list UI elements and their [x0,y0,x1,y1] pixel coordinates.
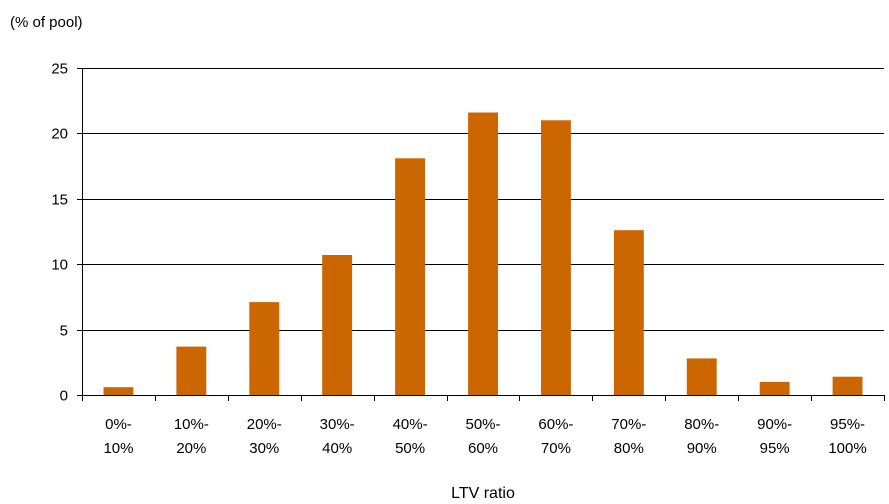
bar-2 [249,302,280,395]
y-tick-label-15: 15 [51,192,68,209]
y-tick-label-0: 0 [60,388,68,405]
bar-8 [686,358,717,395]
axes [77,68,885,401]
y-tick-labels: 0 5 10 15 20 25 [51,61,68,405]
x-tick-label-4: 40%-50% [393,416,428,457]
y-tick-label-5: 5 [60,323,68,340]
x-tick-label-10: 95%-100% [828,416,866,457]
y-tick-label-25: 25 [51,61,68,78]
bar-10 [832,376,863,395]
x-tick-label-0: 0%-10% [103,416,133,457]
x-tick-label-5: 50%-60% [465,416,500,457]
bar-7 [613,230,644,395]
x-tick-label-2: 20%-30% [247,416,282,457]
bar-1 [176,346,207,395]
y-tick-label-20: 20 [51,126,68,143]
bar-9 [759,381,790,395]
x-tick-label-1: 10%-20% [174,416,209,457]
bar-0 [103,387,134,395]
bar-5 [468,112,498,395]
y-tick-label-10: 10 [51,257,68,274]
x-axis-label: LTV ratio [451,485,515,502]
bar-4 [395,158,425,395]
bar-3 [322,255,353,395]
x-tick-labels: 0%-10% 10%-20% 20%-30% 30%-40% 40%-50% 50%-60… [103,416,866,457]
y-axis-unit-label: (% of pool) [10,14,83,31]
x-tick-label-9: 90%-95% [757,416,792,457]
x-tick-label-6: 60%-70% [538,416,573,457]
x-tick-label-8: 80%-90% [684,416,719,457]
x-tick-label-7: 70%-80% [611,416,646,457]
bars [103,112,863,396]
x-tick-label-3: 30%-40% [320,416,355,457]
bar-6 [541,120,571,396]
